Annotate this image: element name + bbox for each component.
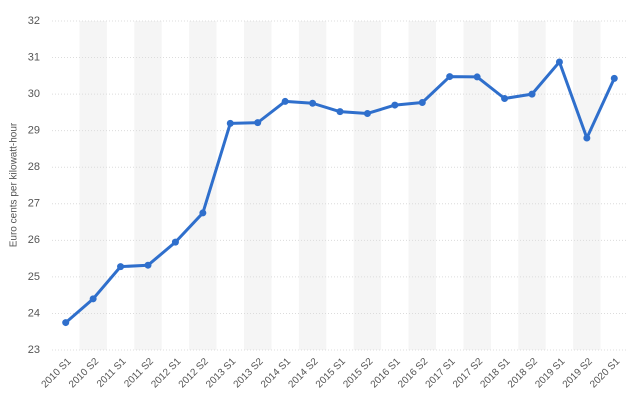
band [573, 21, 601, 350]
band [518, 21, 546, 350]
point [528, 90, 536, 98]
point [281, 97, 289, 105]
y-tick-label: 23 [28, 344, 40, 356]
y-tick-label: 31 [28, 51, 40, 63]
y-tick-label: 28 [28, 161, 40, 173]
point [418, 99, 426, 107]
x-tick-label: 2020 S1 [588, 356, 622, 390]
point [363, 109, 371, 117]
point [62, 319, 70, 327]
y-tick-label: 24 [28, 307, 40, 319]
y-tick-label: 32 [28, 15, 40, 27]
point [144, 261, 152, 269]
point [336, 108, 344, 116]
point [89, 295, 97, 303]
band [463, 21, 491, 350]
point [171, 238, 179, 246]
point [199, 209, 207, 217]
band [244, 21, 272, 350]
point [226, 119, 234, 127]
band [79, 21, 107, 350]
x-tick-label: 2010 S2 [67, 356, 101, 390]
point [309, 99, 317, 107]
point [555, 58, 563, 66]
point [501, 94, 509, 102]
point [610, 74, 618, 82]
band [408, 21, 436, 350]
y-tick-label: 25 [28, 271, 40, 283]
band [298, 21, 327, 350]
y-tick-label: 29 [28, 125, 40, 137]
y-tick-label: 26 [28, 234, 40, 246]
y-tick-label: 27 [28, 198, 40, 210]
y-axis-label: Euro cents per kilowatt-hour [9, 122, 20, 247]
band [353, 21, 382, 350]
point [446, 73, 454, 81]
point [473, 73, 481, 81]
band [134, 21, 162, 350]
point [254, 119, 262, 127]
y-tick-label: 30 [28, 88, 40, 100]
point [391, 101, 399, 109]
point [117, 263, 125, 271]
point [583, 134, 591, 142]
